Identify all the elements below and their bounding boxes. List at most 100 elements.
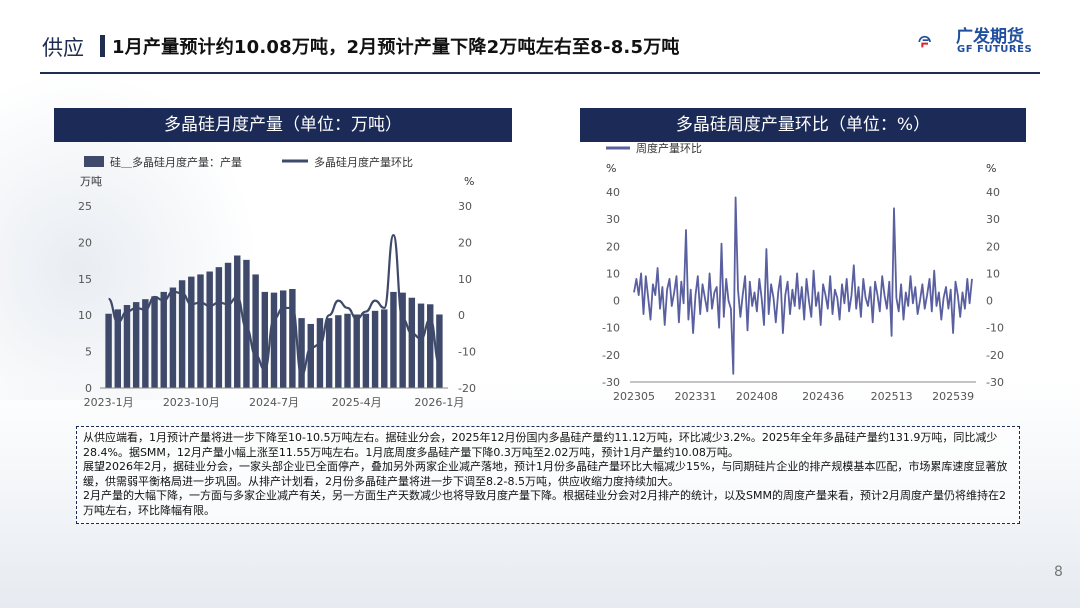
production-bar (436, 314, 443, 388)
logo-text-cn: 广发期货 (956, 27, 1024, 47)
legend-label-bar: 硅＿多晶硅月度产量：产量 (110, 155, 242, 169)
legend-label-line: 多晶硅月度产量环比 (314, 155, 413, 169)
production-bar (270, 292, 278, 388)
header-rule (40, 72, 1040, 74)
y-tick-label-left: 0 (613, 295, 620, 308)
production-bar (371, 310, 379, 388)
y-tick-label-right: -20 (458, 382, 476, 395)
production-bar (243, 259, 250, 388)
x-tick-label: 202513 (871, 390, 913, 403)
production-bar (261, 291, 269, 388)
y-tick-label-right: 20 (458, 236, 472, 249)
y-tick-label-right: -20 (986, 349, 1004, 362)
production-bar (252, 274, 259, 388)
page-number: 8 (1054, 564, 1063, 580)
y-tick-label-right: -10 (458, 346, 476, 359)
production-bar (408, 297, 416, 388)
production-bar (427, 304, 434, 388)
y-tick-label-left: 10 (606, 267, 620, 280)
production-bar (114, 309, 121, 388)
production-bar (325, 318, 333, 388)
right-axis-unit: % (986, 162, 996, 175)
legend-label-line: 周度产量环比 (636, 141, 702, 155)
production-bar (279, 290, 287, 388)
production-bar (151, 296, 158, 388)
x-tick-label: 2024-7月 (249, 396, 299, 409)
production-bar (142, 299, 149, 388)
production-bar (335, 315, 342, 388)
y-tick-label-left: 15 (78, 273, 92, 286)
production-bar (169, 287, 177, 388)
x-tick-label: 202331 (674, 390, 716, 403)
production-bar (298, 318, 305, 388)
production-bar (289, 288, 296, 388)
gf-logo-icon (918, 35, 931, 48)
production-bar (399, 292, 406, 388)
slide-header: 供应 1月产量预计约10.08万吨，2月预计产量下降2万吨左右至8-8.5万吨 … (0, 0, 1080, 76)
production-bar (160, 291, 167, 388)
title-divider (100, 35, 105, 57)
weekly-change-chart: 周度产量环比% % -30 -30 -20 -20 -10 -10 0 0 10 10 20 20 30 30… (602, 141, 1004, 403)
production-bar (224, 262, 232, 388)
y-tick-label-left: 30 (606, 213, 620, 226)
legend-swatch-bar (84, 156, 104, 167)
production-bar (390, 291, 397, 388)
y-tick-label-right: 40 (986, 186, 1000, 199)
production-bar (178, 280, 186, 388)
note-paragraph: 展望2026年2月，据硅业分会，一家头部企业已全面停产，叠加另外两家企业减产落地… (83, 460, 1008, 488)
y-tick-label-left: 20 (606, 240, 620, 253)
note-paragraph: 2月产量的大幅下降，一方面与多家企业减产有关，另一方面生产天数减少也将导致月度产… (83, 489, 1006, 517)
y-tick-label-right: -10 (986, 322, 1004, 335)
production-bar (215, 267, 223, 388)
y-tick-label-right: 10 (986, 267, 1000, 280)
right-axis-unit: % (464, 175, 474, 188)
logo-text-en: GF FUTURES (957, 44, 1033, 55)
x-tick-label: 2023-1月 (84, 396, 134, 409)
production-bar (307, 323, 314, 388)
y-tick-label-right: 0 (458, 309, 465, 322)
monthly-chart-title: 多晶硅月度产量（单位：万吨） (54, 108, 512, 142)
y-tick-label-left: -30 (602, 376, 620, 389)
y-tick-label-left: 5 (85, 346, 92, 359)
x-tick-label: 2025-4月 (332, 396, 382, 409)
production-bar (132, 302, 140, 388)
x-tick-label: 202436 (802, 390, 844, 403)
left-axis-unit: % (606, 162, 616, 175)
y-tick-label-right: 30 (986, 213, 1000, 226)
weekly-change-line (633, 196, 973, 375)
mom-change-line (107, 234, 441, 377)
x-tick-label: 2026-1月 (414, 396, 464, 409)
production-bar (105, 313, 112, 388)
y-tick-label-left: 25 (78, 200, 92, 213)
production-bar (234, 255, 241, 388)
section-label: 供应 (42, 36, 84, 60)
y-tick-label-left: -10 (602, 322, 620, 335)
production-bar (417, 303, 425, 388)
production-bar (206, 271, 213, 388)
production-bar (381, 309, 388, 388)
y-tick-label-left: 40 (606, 186, 620, 199)
production-bar (344, 313, 351, 388)
production-bar (188, 276, 195, 388)
y-tick-label-right: -30 (986, 376, 1004, 389)
y-tick-label-left: 0 (85, 382, 92, 395)
left-axis-unit: 万吨 (80, 175, 102, 188)
y-tick-label-right: 30 (458, 200, 472, 213)
production-bar (123, 305, 131, 388)
production-bar (362, 313, 370, 388)
x-tick-label: 202305 (613, 390, 655, 403)
weekly-chart-title: 多晶硅周度产量环比（单位：%） (580, 108, 1026, 142)
production-bar (197, 274, 204, 388)
analysis-notes: 从供应端看，1月预计产量将进一步下降至10-10.5万吨左右。据硅业分会，202… (76, 426, 1020, 524)
y-tick-label-left: 20 (78, 236, 92, 249)
slide-title: 1月产量预计约10.08万吨，2月预计产量下降2万吨左右至8-8.5万吨 (112, 37, 680, 58)
y-tick-label-left: -20 (602, 349, 620, 362)
production-bar (316, 318, 324, 388)
x-tick-label: 202408 (736, 390, 778, 403)
y-tick-label-left: 10 (78, 309, 92, 322)
y-tick-label-right: 0 (986, 295, 993, 308)
y-tick-label-right: 20 (986, 240, 1000, 253)
production-bar (353, 314, 360, 388)
x-tick-label: 202539 (932, 390, 974, 403)
